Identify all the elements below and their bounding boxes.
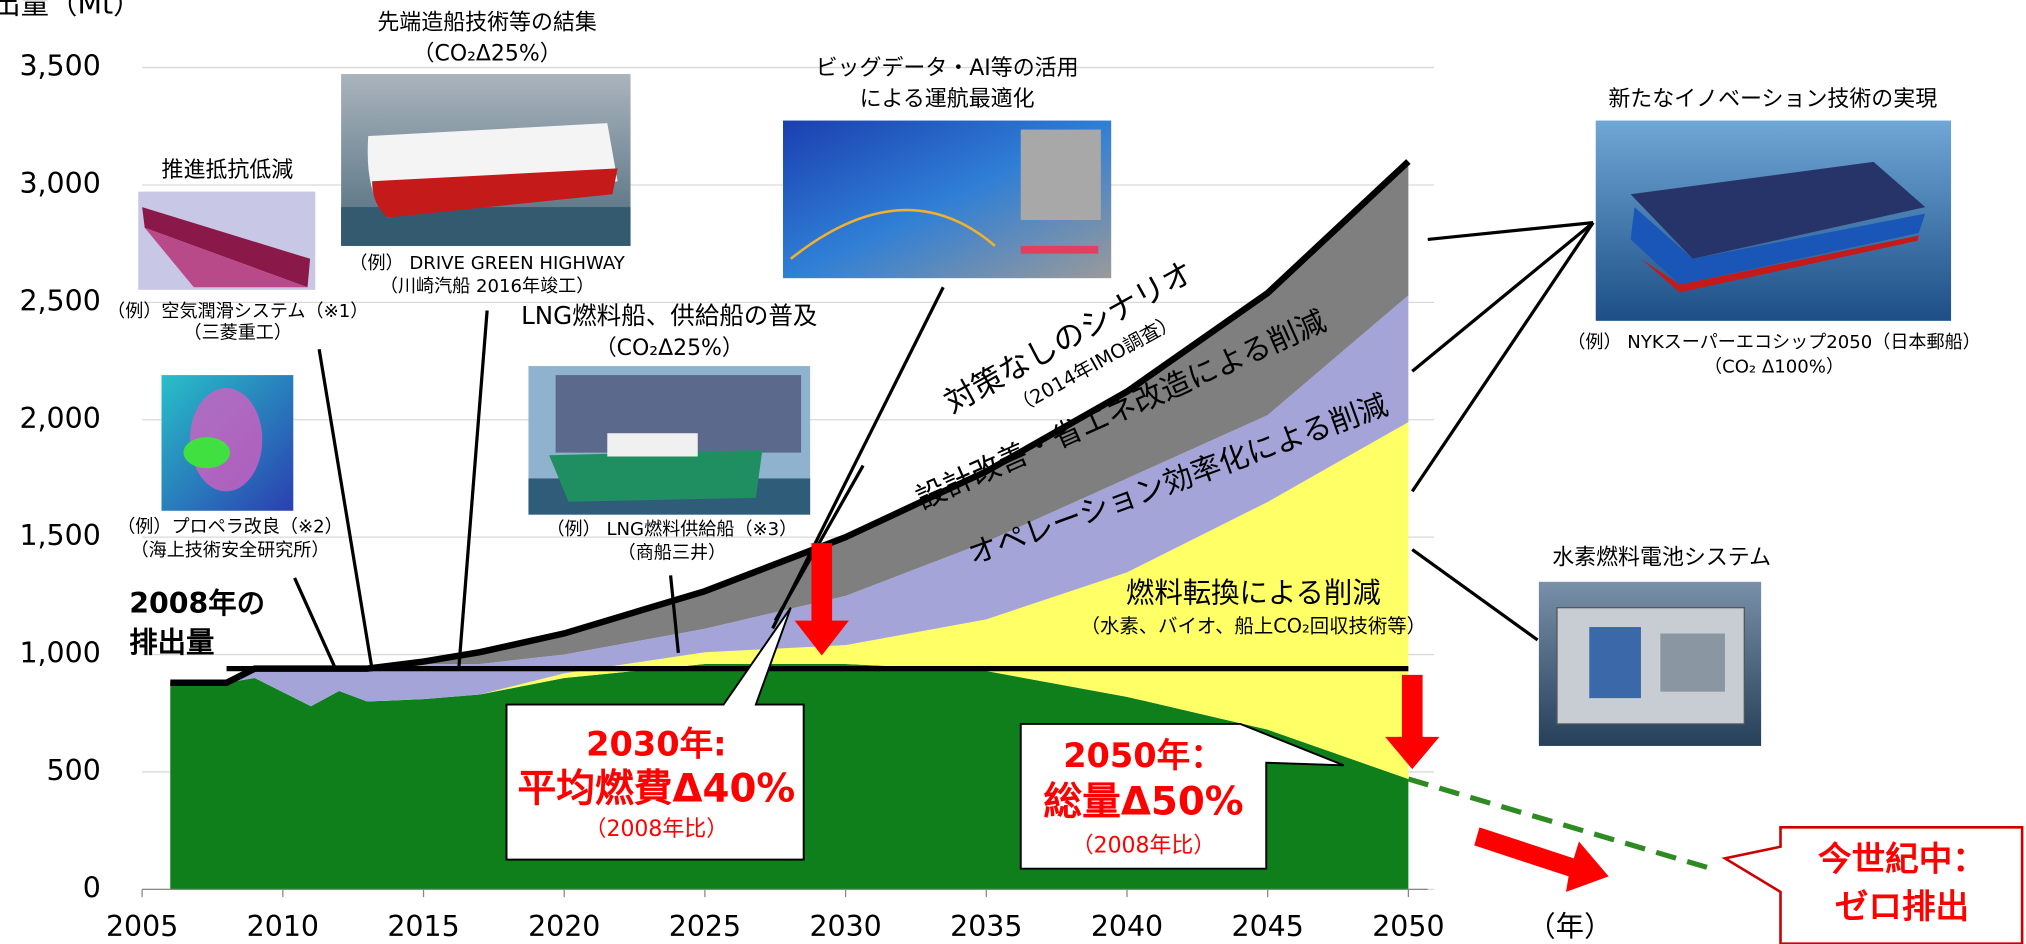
x-tick-label: 2025 <box>669 910 741 943</box>
callout-text: 総量Δ50% <box>1043 780 1243 825</box>
photo-lng-bunkering-ship <box>528 366 811 515</box>
annotation: （例） DRIVE GREEN HIGHWAY <box>349 253 625 274</box>
annotation: （CO₂Δ25%） <box>413 42 562 67</box>
x-tick-label: 2010 <box>247 910 319 943</box>
reference-label: 排出量 <box>129 626 214 659</box>
annotation: 水素燃料電池システム <box>1552 546 1771 571</box>
annotation: （例）プロペラ改良（※2） <box>117 517 343 538</box>
annotation: （商船三井） <box>618 542 726 563</box>
x-tick-label: 2035 <box>950 910 1022 943</box>
callout-text: 2030年: <box>586 724 726 763</box>
area-segment <box>170 422 1409 779</box>
callout-boxes <box>505 607 2024 944</box>
annotation: （例）空気潤滑システム（※1） <box>107 301 368 322</box>
y-tick-label: 0 <box>83 871 101 904</box>
reference-label: 2008年の <box>129 587 265 620</box>
photo-drive-green-highway <box>341 74 631 246</box>
annotation: （三菱重工） <box>184 323 292 344</box>
x-tick-label: 2015 <box>387 910 459 943</box>
red-arrows <box>794 543 1609 892</box>
x-tick-label: 2020 <box>528 910 600 943</box>
x-unit: （年） <box>1527 910 1612 943</box>
series-label: 燃料転換による削減 <box>1126 577 1381 610</box>
area-segment <box>170 161 1409 683</box>
illustrations <box>138 74 2024 944</box>
annotation: （例） NYKスーパーエコシップ2050（日本郵船） <box>1567 332 1980 353</box>
y-tick-label: 2,000 <box>19 402 100 435</box>
bau-line <box>170 159 1411 686</box>
annotation: ビッグデータ・AI等の活用 <box>816 56 1079 81</box>
callout-text: （2008年比） <box>1072 834 1216 859</box>
series-note: （水素、バイオ、船上CO₂回収技術等） <box>1081 615 1426 638</box>
annotation: （川崎汽船 2016年竣工） <box>380 276 594 297</box>
y-tick-label: 500 <box>47 754 101 787</box>
annotation: （海上技術安全研究所） <box>131 540 330 561</box>
callout-text: ゼロ排出 <box>1835 887 1969 926</box>
x-tick-label: 2040 <box>1091 910 1163 943</box>
y-axis-title: 排出量（Mt） <box>0 0 142 21</box>
photo-hydrogen-fuel-cell <box>1538 581 1762 746</box>
y-tick-label: 3,500 <box>19 50 100 83</box>
annotation: 推進抵抗低減 <box>162 158 294 183</box>
annotation: （CO₂ Δ100%） <box>1704 356 1844 377</box>
photo-air-lubrication <box>138 191 316 290</box>
annotation: LNG燃料船、供給船の普及 <box>521 301 817 330</box>
callout-text: （2008年比） <box>585 817 729 842</box>
photo-propeller <box>161 375 294 511</box>
area-segment <box>170 295 1409 707</box>
y-tick-label: 1,500 <box>19 519 100 552</box>
photo-nyk-super-eco-ship <box>1595 120 1952 321</box>
annotation: （CO₂Δ25%） <box>595 336 744 361</box>
callout-text: 今世紀中： <box>1818 839 1986 878</box>
x-tick-label: 2045 <box>1232 910 1304 943</box>
callout-text: 平均燃費Δ40% <box>518 767 796 812</box>
annotation: 先端造船技術等の結集 <box>377 11 597 36</box>
projection-line <box>1407 776 1719 874</box>
y-tick-label: 2,500 <box>19 284 100 317</box>
y-tick-label: 3,000 <box>19 167 100 200</box>
x-tick-label: 2005 <box>106 910 178 943</box>
callout-text: 2050年： <box>1063 736 1224 775</box>
annotation: による運航最適化 <box>860 87 1035 112</box>
annotation: （例） LNG燃料供給船（※3） <box>546 519 797 540</box>
annotation: 新たなイノベーション技術の実現 <box>1608 87 1937 112</box>
x-tick-label: 2030 <box>809 910 881 943</box>
y-tick-label: 1,000 <box>19 637 100 670</box>
x-tick-label: 2050 <box>1372 910 1444 943</box>
photo-ocean-map <box>783 120 1112 279</box>
